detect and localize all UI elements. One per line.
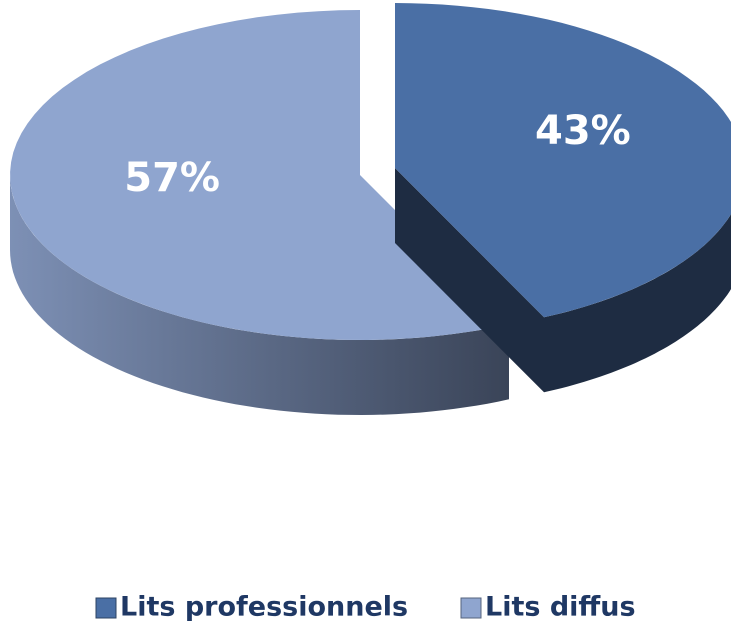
- slice: [395, 3, 731, 318]
- slice-side: [10, 175, 509, 415]
- slice-side: [544, 214, 731, 393]
- legend-marker: [95, 597, 117, 619]
- legend-label: Lits diffus: [485, 592, 636, 623]
- value-label: 57%: [124, 155, 220, 201]
- legend-label: Lits professionnels: [120, 592, 408, 623]
- value-label: 43%: [535, 108, 631, 154]
- slice-cut-face: [395, 168, 545, 393]
- slice: [10, 10, 510, 340]
- legend-marker: [460, 597, 482, 619]
